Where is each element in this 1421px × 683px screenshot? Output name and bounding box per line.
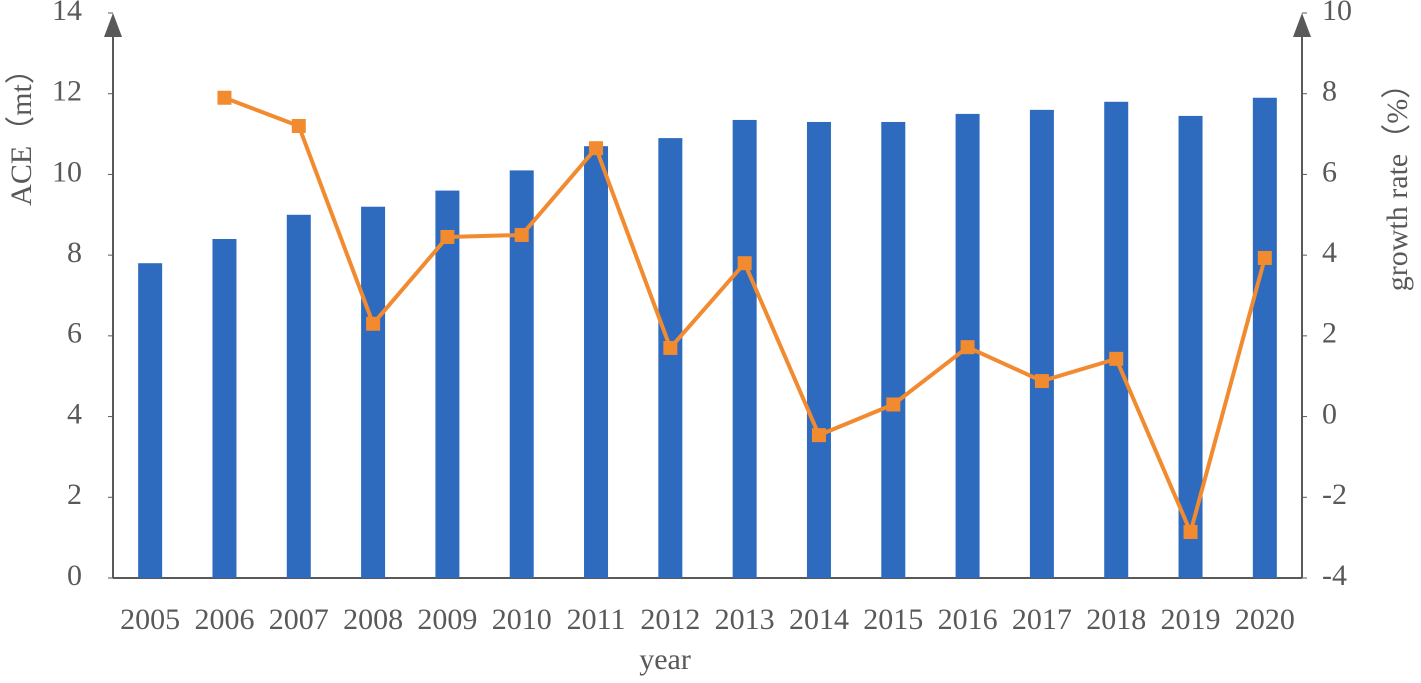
y2-axis-title: growth rate（%） — [1381, 69, 1414, 291]
line-marker — [440, 229, 455, 244]
line-marker — [663, 340, 678, 355]
x-axis-title: year — [639, 643, 691, 676]
y2-tick-label: -2 — [1322, 478, 1347, 511]
line-marker — [1034, 374, 1049, 389]
bar — [361, 206, 386, 578]
y-tick-label: 6 — [67, 317, 82, 350]
line-marker — [291, 119, 306, 133]
line-marker — [589, 141, 604, 156]
bar — [138, 263, 163, 578]
y2-tick-label: 0 — [1322, 397, 1337, 430]
bar — [286, 214, 311, 579]
x-tick-label: 2019 — [1161, 603, 1221, 636]
line-marker — [217, 90, 232, 105]
x-tick-label: 2018 — [1086, 603, 1146, 636]
x-tick-label: 2017 — [1012, 603, 1072, 636]
y2-tick-label: 2 — [1322, 317, 1337, 350]
bar — [1029, 109, 1054, 578]
x-tick-label: 2015 — [863, 603, 923, 636]
bar — [435, 190, 460, 579]
bar — [1104, 101, 1129, 579]
y2-tick-label: 4 — [1322, 236, 1337, 269]
y-tick-label: 4 — [67, 397, 82, 430]
bar — [732, 119, 757, 579]
x-tick-label: 2008 — [343, 603, 403, 636]
y-tick-label: 0 — [67, 559, 82, 592]
line-marker — [1109, 351, 1124, 366]
y-tick-label: 14 — [52, 0, 82, 27]
y-tick-label: 2 — [67, 478, 82, 511]
x-tick-label: 2009 — [417, 603, 477, 636]
line-marker — [1183, 524, 1198, 539]
bar — [212, 239, 237, 578]
x-tick-label: 2006 — [194, 603, 254, 636]
x-tick-label: 2016 — [938, 603, 998, 636]
y-axis-arrow — [104, 13, 122, 37]
x-tick-label: 2011 — [567, 603, 626, 636]
y-tick-label: 12 — [52, 75, 82, 108]
y2-axis-arrow — [1293, 13, 1311, 37]
bar — [658, 138, 683, 578]
line-marker — [886, 397, 901, 412]
x-tick-label: 2020 — [1235, 603, 1295, 636]
y-tick-label: 10 — [52, 155, 82, 188]
x-tick-label: 2014 — [789, 603, 849, 636]
bar — [806, 121, 831, 578]
x-tick-label: 2007 — [269, 603, 329, 636]
x-tick-label: 2005 — [120, 603, 180, 636]
line-marker — [737, 256, 752, 271]
y2-tick-label: 10 — [1322, 0, 1352, 27]
line-marker — [811, 428, 826, 443]
x-tick-label: 2013 — [715, 603, 775, 636]
x-tick-label: 2010 — [492, 603, 552, 636]
x-tick-label: 2012 — [640, 603, 700, 636]
y2-tick-label: 8 — [1322, 75, 1337, 108]
y-tick-label: 8 — [67, 236, 82, 269]
y-axis-title: ACE（mt） — [5, 54, 38, 206]
line-marker — [1257, 250, 1272, 265]
y2-tick-label: -4 — [1322, 559, 1347, 592]
bar — [1252, 97, 1277, 578]
bar — [584, 146, 609, 578]
y2-tick-label: 6 — [1322, 155, 1337, 188]
bar — [881, 121, 906, 578]
line-marker — [514, 227, 529, 242]
line-marker — [366, 316, 381, 331]
line-marker — [960, 340, 975, 355]
